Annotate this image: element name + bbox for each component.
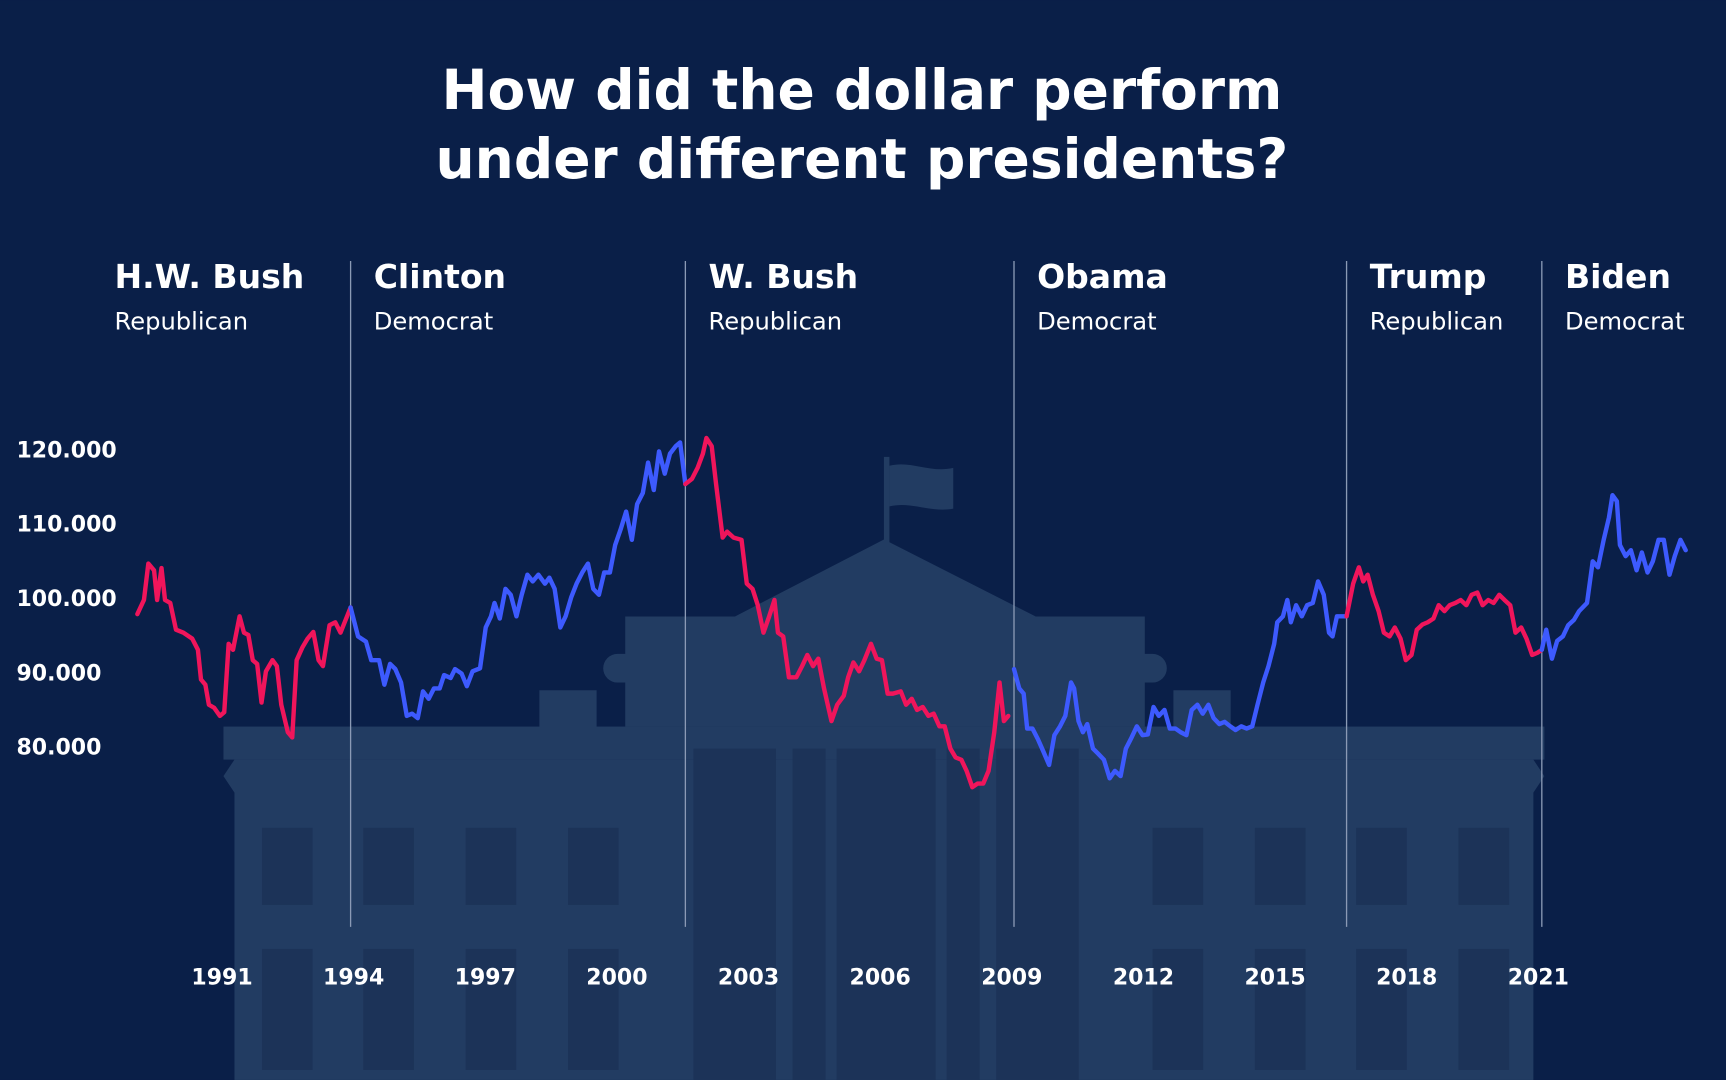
x-tick-label: 2015 — [1244, 966, 1305, 991]
y-tick-label: 110.000 — [17, 513, 117, 538]
x-tick-label: 2018 — [1376, 966, 1437, 991]
party-label: Republican — [114, 308, 248, 336]
party-label: Republican — [708, 308, 842, 336]
series-line — [348, 440, 688, 721]
y-tick-label: 90.000 — [17, 661, 102, 686]
president-name: W. Bush — [708, 257, 858, 296]
x-tick-label: 1991 — [191, 966, 252, 991]
x-tick-label: 2000 — [586, 966, 647, 991]
president-name: Biden — [1565, 257, 1671, 296]
chart-title: How did the dollar perform — [441, 58, 1282, 122]
party-label: Democrat — [1565, 308, 1684, 336]
president-name: Trump — [1370, 257, 1487, 296]
x-tick-label: 1997 — [455, 966, 516, 991]
windows — [261, 748, 1510, 1080]
x-tick-label: 1994 — [323, 966, 384, 991]
party-label: Republican — [1370, 308, 1504, 336]
president-name: Clinton — [374, 257, 506, 296]
y-tick-label: 100.000 — [17, 587, 117, 612]
x-tick-label: 2021 — [1508, 966, 1569, 991]
x-tick-label: 2006 — [850, 966, 911, 991]
party-label: Democrat — [374, 308, 494, 336]
president-name: Obama — [1037, 257, 1168, 296]
party-label: Democrat — [1037, 308, 1157, 336]
series-line — [683, 435, 1011, 790]
x-tick-label: 2009 — [981, 966, 1042, 991]
chart-title: under different presidents? — [436, 127, 1289, 191]
series-line — [135, 561, 353, 740]
series-line — [1344, 565, 1545, 663]
series-line — [1539, 493, 1688, 661]
president-name: H.W. Bush — [114, 257, 304, 296]
x-tick-label: 2003 — [718, 966, 779, 991]
y-tick-label: 120.000 — [17, 438, 117, 463]
y-tick-label: 80.000 — [17, 736, 102, 761]
series-line — [1011, 579, 1349, 781]
x-tick-label: 2012 — [1113, 966, 1174, 991]
